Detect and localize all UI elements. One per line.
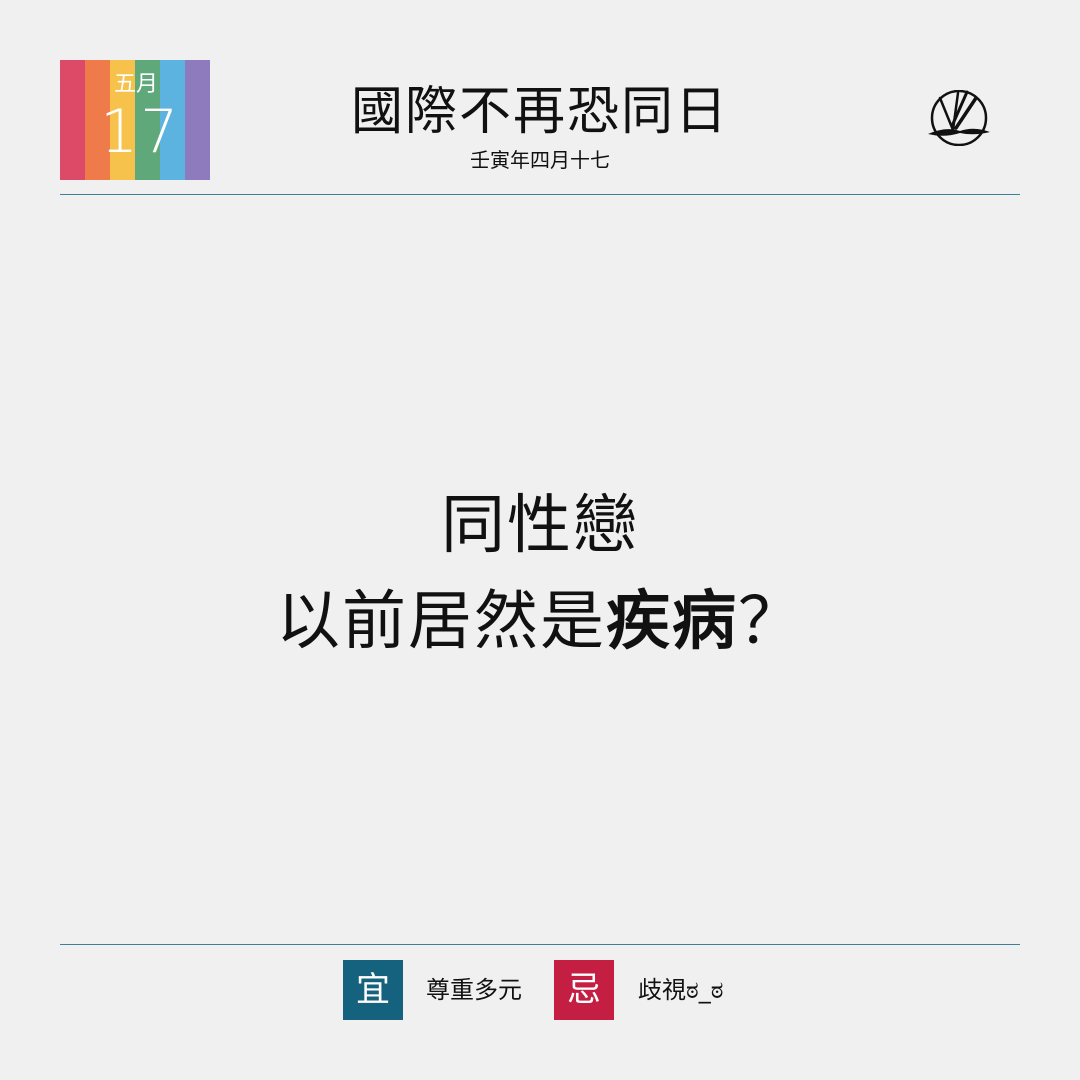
headline-line-2-prefix: 以前居然是 [276,585,606,659]
headline-line-2: 以前居然是疾病？ [0,574,1080,670]
brush-circle-logo-icon [926,90,992,146]
bottom-divider [60,944,1020,945]
page-title: 國際不再恐同日 [0,80,1080,144]
ji-text: 歧視ಠ_ಠ [638,960,723,1020]
lunar-date: 壬寅年四月十七 [0,146,1080,174]
top-divider [60,194,1020,195]
yi-badge: 宜 [343,960,403,1020]
yi-text: 尊重多元 [426,960,522,1020]
headline-line-2-suffix: ？ [738,585,804,659]
headline-emphasis: 疾病 [606,585,738,659]
ji-badge: 忌 [554,960,614,1020]
headline-line-1: 同性戀 [0,478,1080,574]
headline: 同性戀 以前居然是疾病？ [0,478,1080,670]
